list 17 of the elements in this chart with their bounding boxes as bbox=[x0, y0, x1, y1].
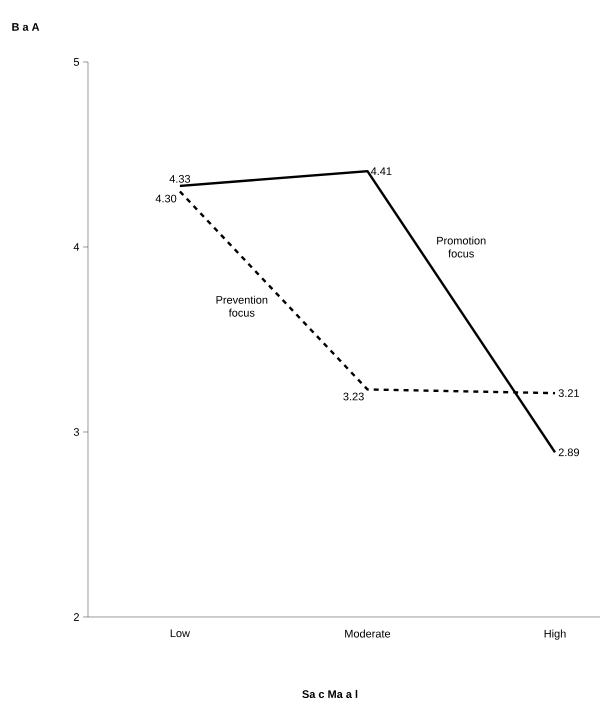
data-label: 2.89 bbox=[558, 448, 579, 456]
series-label: Promotion focus bbox=[437, 236, 486, 258]
y-tick-label: 4 bbox=[74, 243, 80, 251]
y-tick-label: 5 bbox=[74, 58, 80, 66]
y-tick-label: 3 bbox=[74, 428, 79, 436]
y-tick-label: 2 bbox=[74, 613, 79, 621]
x-tick-label: Moderate bbox=[345, 630, 390, 638]
data-label: 4.33 bbox=[169, 174, 190, 183]
x-tick-label: Low bbox=[170, 630, 190, 638]
x-axis-title: Sa c Ma a l bbox=[302, 690, 358, 698]
data-label: 3.21 bbox=[558, 389, 579, 398]
data-label: 3.23 bbox=[343, 392, 364, 400]
y-axis-title: B a A bbox=[12, 23, 40, 31]
x-tick-label: High bbox=[544, 630, 566, 640]
data-label: 4.41 bbox=[370, 167, 392, 175]
series-label: Prevention focus bbox=[216, 296, 268, 317]
data-label: 4.30 bbox=[156, 194, 176, 202]
